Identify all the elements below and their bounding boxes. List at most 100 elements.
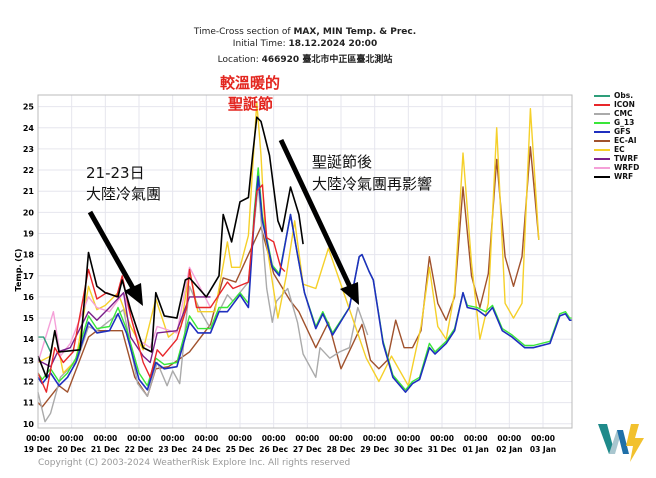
legend-item: EC [594, 145, 639, 154]
y-tick-label: 18 [23, 251, 35, 260]
x-tick-date: 02 Jan [496, 445, 522, 454]
annotation-warm-line2: 聖誕節 [228, 95, 274, 113]
x-tick-date: 26 Dec [259, 445, 288, 454]
legend-swatch [594, 103, 610, 106]
location-value: 466920 臺北市中正區臺北測站 [261, 55, 393, 65]
x-tick-date: 01 Jan [463, 445, 489, 454]
legend-label: G_13 [614, 118, 635, 127]
x-tick-date: 20 Dec [57, 445, 86, 454]
y-tick-label: 22 [23, 166, 34, 175]
y-tick-label: 25 [23, 103, 35, 112]
y-tick-label: 10 [23, 420, 35, 429]
plot-frame [37, 94, 573, 429]
x-tick-time: 00:00 [396, 434, 420, 443]
x-tick-time: 00:00 [531, 434, 555, 443]
y-tick-labels: 10 11 12 13 14 15 16 17 18 19 20 21 22 23 24 25 [23, 103, 35, 429]
annotation-warm-line1: 較溫暖的 [220, 74, 281, 92]
y-tick-label: 15 [23, 314, 35, 323]
legend-label: CMC [614, 109, 633, 118]
y-tick-label: 23 [23, 145, 34, 154]
weatherrisk-logo [598, 424, 644, 462]
x-tick-time: 00:00 [262, 434, 286, 443]
legend-swatch [594, 94, 610, 97]
x-tick-time: 00:00 [26, 434, 50, 443]
x-tick-date: 28 Dec [327, 445, 356, 454]
x-tick-date: 29 Dec [360, 445, 389, 454]
x-tick-time: 00:00 [464, 434, 488, 443]
x-tick-time: 00:00 [329, 434, 353, 443]
location: Location: 466920 臺北市中正區臺北測站 [0, 52, 610, 65]
y-axis-label: Temp. (C) [14, 249, 23, 292]
legend-swatch [594, 166, 610, 169]
x-tick-time: 00:00 [295, 434, 319, 443]
x-tick-date: 21 Dec [91, 445, 120, 454]
x-tick-date: 31 Dec [428, 445, 457, 454]
y-tick-label: 13 [23, 356, 34, 365]
legend-label: EC-AI [614, 136, 637, 145]
arrow-2 [278, 138, 359, 305]
legend-label: WRF [614, 172, 634, 181]
legend-item: WRFD [594, 163, 639, 172]
legend-item: G_13 [594, 118, 639, 127]
x-tick-date: 22 Dec [125, 445, 154, 454]
x-tick-time: 00:00 [194, 434, 218, 443]
chart-title: Time-Cross section of MAX, MIN Temp. & P… [0, 27, 610, 37]
series-line-twrf [37, 292, 211, 368]
x-tick-date: 24 Dec [192, 445, 221, 454]
series-line-ec [37, 101, 540, 387]
x-tick-date: 19 Dec [24, 445, 53, 454]
location-label: Location: [217, 55, 262, 65]
legend-item: GFS [594, 127, 639, 136]
legend-swatch [594, 130, 610, 133]
y-tick-label: 11 [23, 399, 35, 408]
legend-item: CMC [594, 109, 639, 118]
legend-label: WRFD [614, 163, 640, 172]
annotation-cold2-line1: 聖誕節後 [312, 153, 373, 171]
series-line-icon [37, 184, 286, 393]
legend-label: ICON [614, 100, 635, 109]
legend-swatch [594, 148, 610, 151]
legend: Obs. ICON CMC G_13 GFS EC-AI EC TWRF WRFD WRF [594, 91, 639, 181]
legend-label: GFS [614, 127, 631, 136]
y-tick-label: 14 [23, 335, 35, 344]
x-tick-time: 00:00 [93, 434, 117, 443]
legend-swatch [594, 121, 610, 124]
x-tick-labels: 00:00 19 Dec 00:00 20 Dec 00:00 21 Dec 00:00 22… [24, 434, 557, 454]
legend-label: TWRF [614, 154, 639, 163]
y-tick-label: 19 [23, 229, 35, 238]
x-tick-time: 00:00 [228, 434, 252, 443]
x-tick-date: 30 Dec [394, 445, 423, 454]
legend-swatch [594, 139, 610, 142]
legend-label: EC [614, 145, 625, 154]
legend-swatch [594, 175, 610, 178]
x-tick-date: 27 Dec [293, 445, 322, 454]
y-tick-label: 16 [23, 293, 35, 302]
x-tick-date: 03 Jan [530, 445, 556, 454]
x-tick-time: 00:00 [127, 434, 151, 443]
series-lines [37, 101, 573, 423]
arrow-1 [87, 210, 143, 306]
legend-item: Obs. [594, 91, 639, 100]
annotation-cold2-line2: 大陸冷氣團再影響 [312, 175, 433, 193]
y-tick-label: 24 [23, 124, 35, 133]
legend-item: EC-AI [594, 136, 639, 145]
y-tick-label: 21 [23, 187, 35, 196]
series-line-obs- [38, 336, 52, 353]
legend-item: WRF [594, 172, 639, 181]
y-tick-label: 12 [23, 377, 34, 386]
annotation-cold1-line2: 大陸冷氣團 [86, 185, 162, 203]
series-line-wrf [37, 116, 304, 379]
x-tick-time: 00:00 [161, 434, 185, 443]
copyright: Copyright (C) 2003-2024 WeatherRisk Expl… [38, 458, 351, 468]
x-tick-time: 00:00 [430, 434, 454, 443]
legend-swatch [594, 157, 610, 160]
title-prefix: Time-Cross section of [193, 27, 294, 37]
legend-item: ICON [594, 100, 639, 109]
legend-swatch [594, 112, 610, 115]
x-tick-time: 00:00 [363, 434, 387, 443]
x-tick-date: 23 Dec [158, 445, 187, 454]
annotation-cold1-line1: 21-23日 [86, 164, 145, 182]
x-tick-time: 00:00 [497, 434, 521, 443]
series-line-gfs [37, 175, 573, 393]
